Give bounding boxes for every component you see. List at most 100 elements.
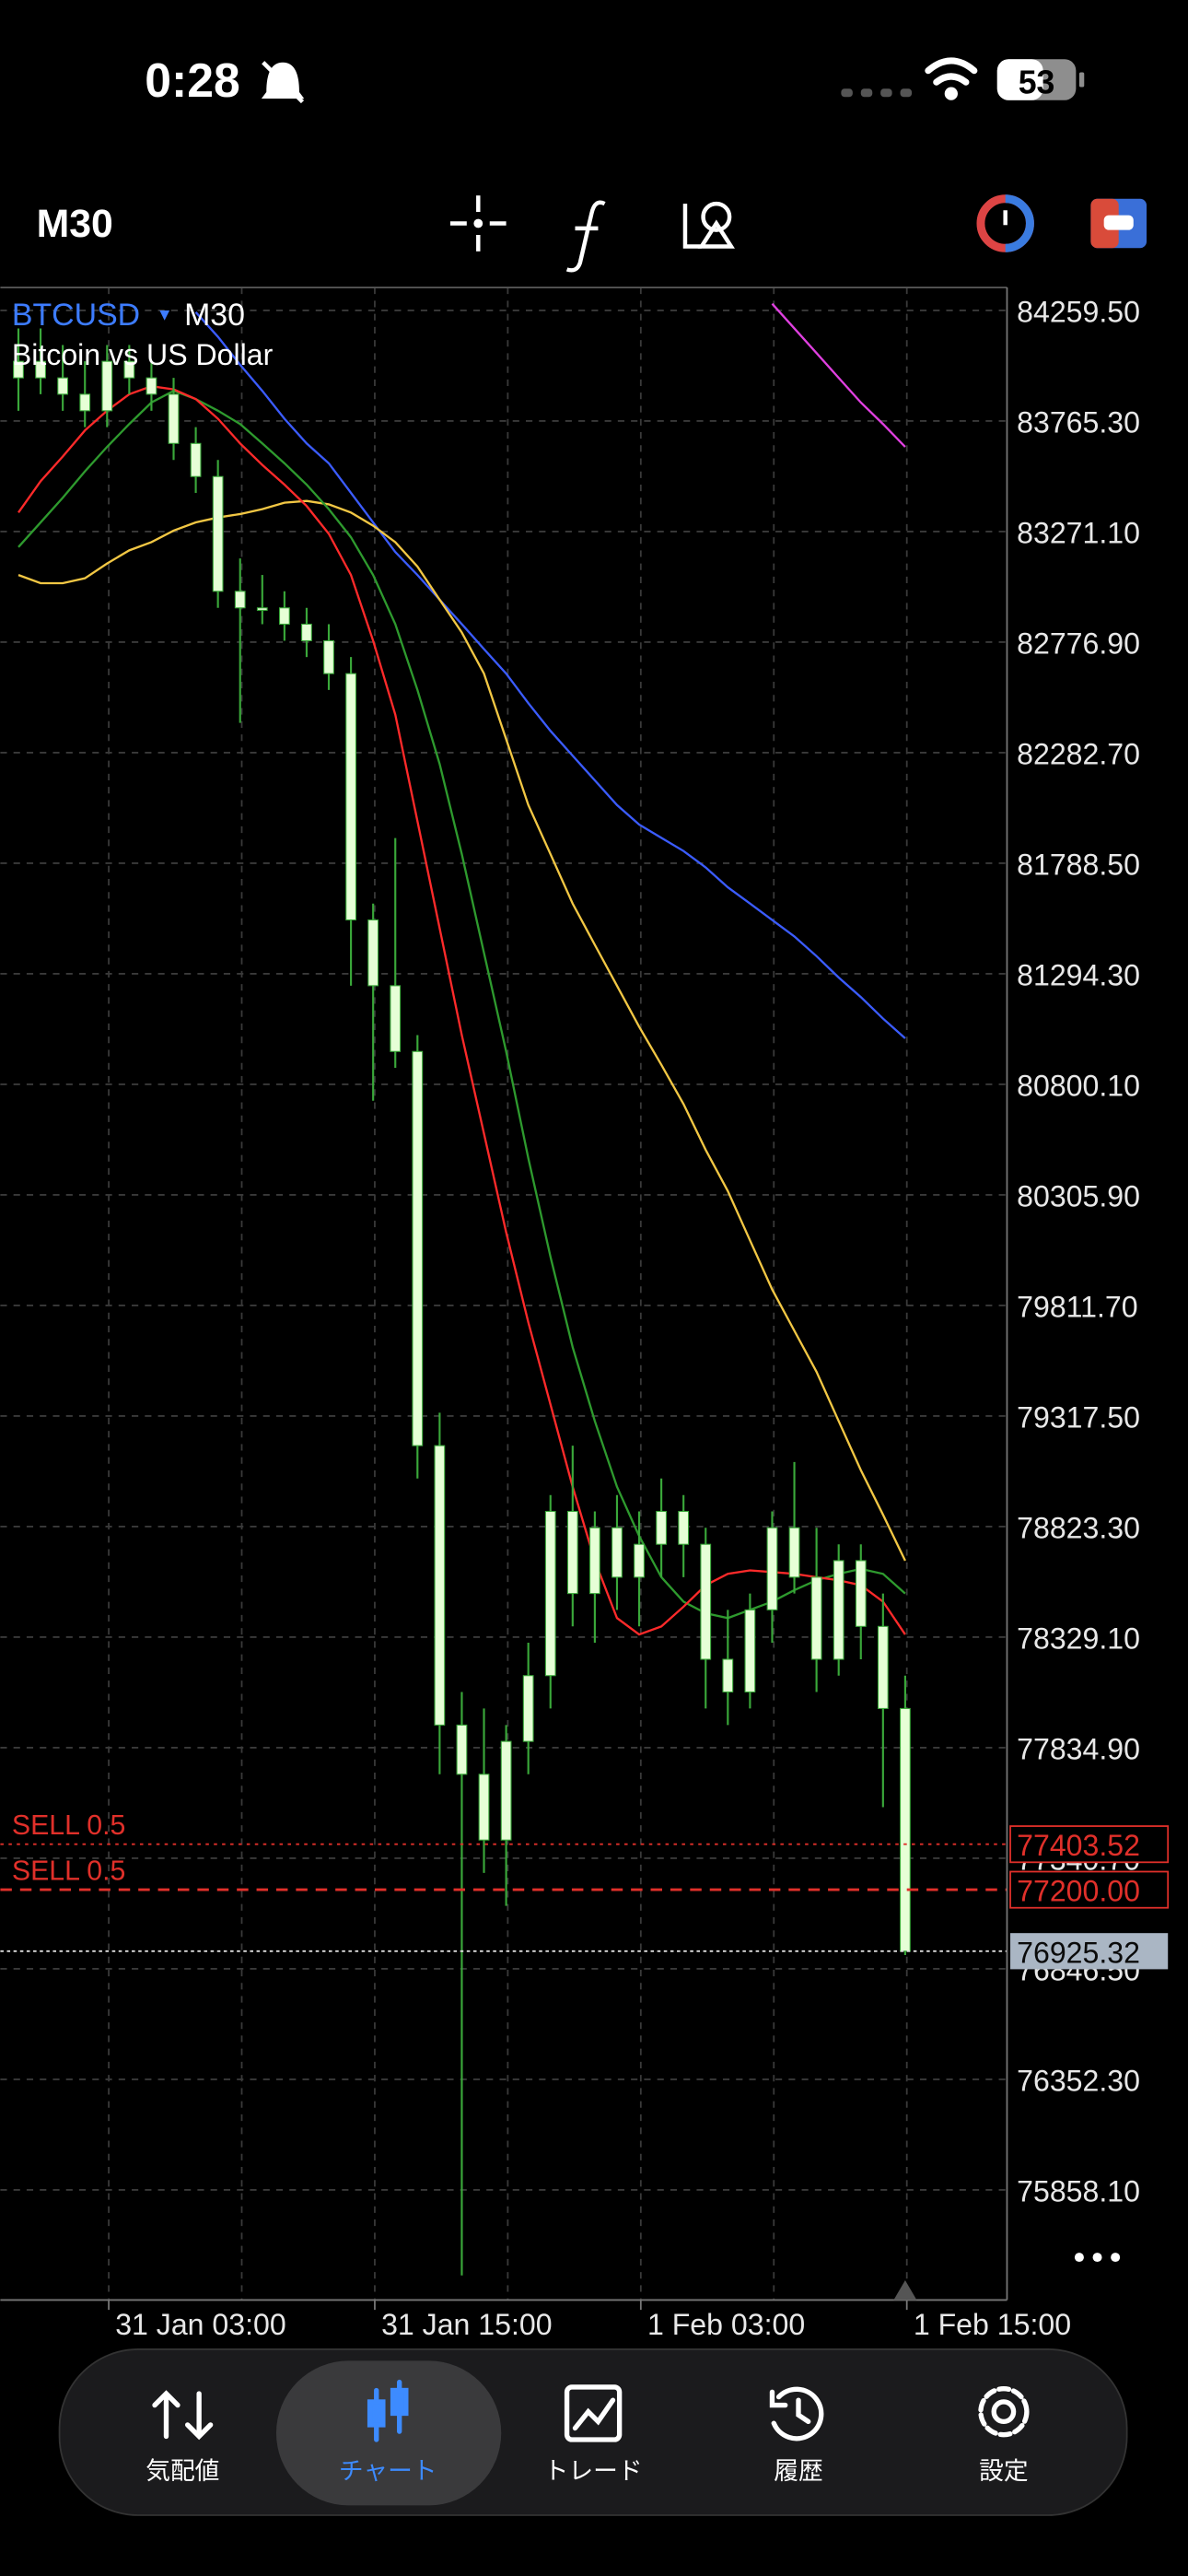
candle-body [833, 1560, 844, 1660]
candle-body [478, 1774, 490, 1841]
candle-body [788, 1527, 800, 1578]
candle-body [766, 1527, 778, 1610]
candle-body [256, 607, 268, 611]
symbol-dropdown[interactable] [159, 310, 170, 321]
y-tick-label: 78329.10 [1017, 1622, 1140, 1655]
candle-body [390, 985, 402, 1052]
candle-body [367, 919, 379, 987]
symbol-description: Bitcoin vs US Dollar [12, 338, 274, 371]
more-button[interactable] [1074, 2253, 1121, 2263]
order-label[interactable]: SELL 0.5 [12, 1856, 126, 1886]
trade-signal-icon[interactable] [976, 194, 1034, 252]
candle-body [434, 1445, 446, 1726]
candle-body [700, 1543, 712, 1660]
tab-label[interactable]: 設定 [979, 2457, 1028, 2485]
candle-body [611, 1527, 623, 1578]
candle-body [212, 475, 224, 592]
candle-body [678, 1510, 690, 1545]
y-tick-label: 76352.30 [1017, 2064, 1140, 2097]
y-tick-label: 78823.30 [1017, 1511, 1140, 1544]
tab-label[interactable]: トレード [544, 2457, 643, 2485]
y-tick-label: 83765.30 [1017, 405, 1140, 439]
candle-body [522, 1675, 534, 1742]
crosshair-button[interactable] [449, 195, 507, 252]
wifi-icon [925, 57, 978, 100]
candle-body [656, 1510, 667, 1545]
mute-icon [261, 61, 305, 104]
symbol[interactable]: BTCUSD [12, 298, 140, 333]
order-price-label: 77200.00 [1017, 1875, 1140, 1908]
account-icon[interactable] [1090, 198, 1147, 249]
shift-marker [893, 2280, 917, 2301]
current-price-label: 76925.32 [1017, 1936, 1140, 1969]
candle-body [146, 377, 157, 395]
timeframe-button[interactable]: M30 [37, 202, 113, 246]
chart[interactable]: 84259.50 83765.30 83271.10 82776.90 82282.70… [0, 287, 1170, 2341]
active-tab-highlight [275, 2360, 502, 2506]
candle-body [566, 1510, 578, 1595]
candle-body [101, 360, 113, 412]
candle-body [634, 1543, 645, 1578]
tab-label[interactable]: 履歴 [774, 2457, 822, 2485]
y-tick-label: 77834.90 [1017, 1732, 1140, 1765]
candle-body [412, 1050, 424, 1446]
candle-body [589, 1527, 600, 1595]
moving-average [17, 385, 906, 1636]
candle-body [900, 1707, 911, 1952]
y-tick-label: 82776.90 [1017, 626, 1140, 660]
y-tick-label: 83271.10 [1017, 516, 1140, 549]
objects-button[interactable] [682, 201, 735, 249]
current-price-box [1010, 1933, 1169, 1970]
indicators-button[interactable] [565, 200, 606, 273]
candle-body [123, 360, 135, 379]
clock: 0:28 [145, 53, 239, 107]
x-tick-label: 31 Jan 03:00 [115, 2308, 286, 2341]
candle-body [35, 360, 46, 379]
candle-body [500, 1740, 512, 1841]
candle-body [744, 1609, 756, 1692]
tab-label[interactable]: 気配値 [146, 2457, 219, 2485]
battery-level: 53 [1019, 64, 1055, 101]
y-tick-label: 80305.90 [1017, 1179, 1140, 1212]
order-price-box [1009, 1825, 1170, 1864]
y-tick-label: 79811.70 [1017, 1290, 1137, 1323]
candle-body [13, 360, 24, 379]
y-tick-label: 81294.30 [1017, 958, 1140, 991]
x-tick-label: 1 Feb 15:00 [914, 2308, 1071, 2341]
y-tick-label: 84259.50 [1017, 295, 1140, 328]
candle-body [456, 1724, 468, 1775]
tab-icons [152, 2379, 1030, 2442]
candle-body [722, 1658, 734, 1692]
moving-average [194, 311, 906, 1039]
y-tick-label: 82282.70 [1017, 737, 1140, 770]
candle-body [234, 591, 246, 609]
candle-body [168, 393, 180, 444]
candle-body [544, 1510, 556, 1677]
y-tick-label: 81788.50 [1017, 848, 1140, 881]
candle-body [79, 393, 91, 412]
y-tick-label: 79317.50 [1017, 1400, 1140, 1434]
order-price-label: 77403.52 [1017, 1829, 1140, 1862]
tab-label[interactable]: チャート [339, 2457, 437, 2485]
candle-body [855, 1560, 867, 1627]
candle-body [810, 1576, 822, 1660]
y-tick-label: 75858.10 [1017, 2174, 1140, 2207]
candle-body [301, 623, 312, 641]
moving-average [17, 389, 906, 1620]
moving-average [771, 302, 906, 448]
y-tick-label: 80800.10 [1017, 1069, 1140, 1102]
tab-labels: 気配値 チャート トレード 履歴 設定 [146, 2457, 1028, 2485]
tab-bar [58, 2348, 1128, 2516]
chart-timeframe: M30 [184, 298, 245, 333]
candle-body [877, 1625, 889, 1709]
order-label[interactable]: SELL 0.5 [12, 1810, 126, 1841]
order-price-box [1009, 1870, 1170, 1909]
signal-dots [841, 88, 913, 98]
x-tick-label: 31 Jan 15:00 [381, 2308, 552, 2341]
battery: 53 [996, 59, 1085, 101]
candle-body [278, 607, 290, 626]
